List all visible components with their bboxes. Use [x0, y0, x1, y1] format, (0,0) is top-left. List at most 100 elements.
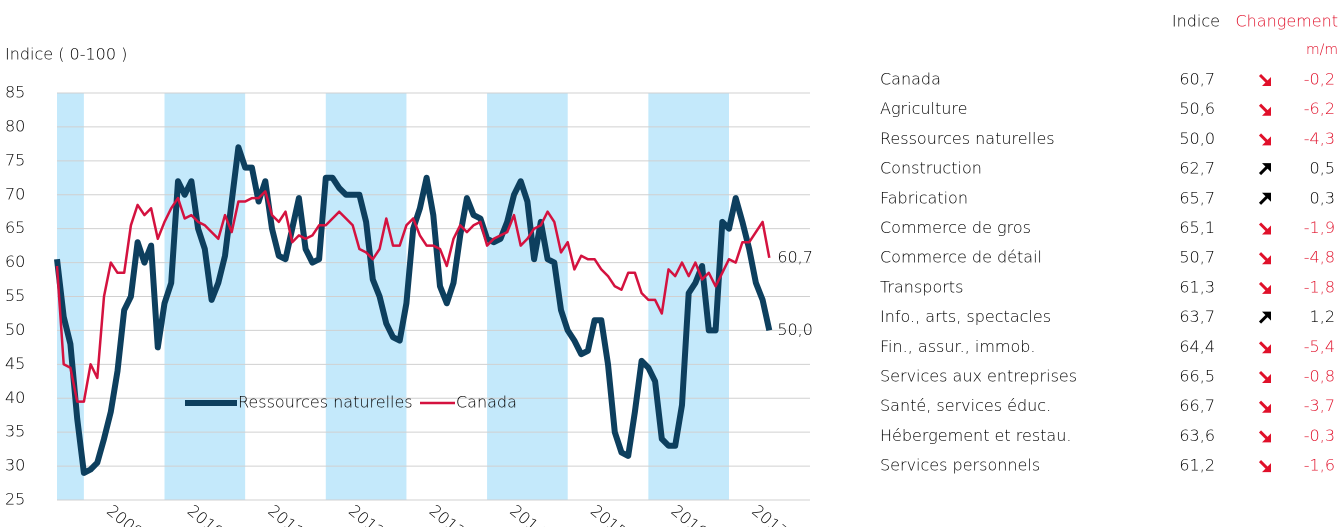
arrow-up — [1258, 163, 1271, 176]
y-tick-label: 60 — [5, 252, 25, 271]
row-name: Ressources naturelles — [880, 129, 1055, 148]
row-name: Commerce de gros — [880, 218, 1031, 237]
row-index: 60,7 — [1179, 70, 1215, 89]
row-name: Santé, services éduc. — [880, 396, 1051, 415]
arrow-down — [1258, 103, 1271, 116]
arrow-down — [1258, 430, 1271, 443]
row-name: Canada — [880, 70, 941, 89]
y-tick-label: 50 — [5, 320, 25, 339]
row-name: Construction — [880, 159, 982, 178]
end-label: 60,7 — [777, 247, 813, 266]
row-index: 66,5 — [1179, 367, 1215, 386]
row-index: 64,4 — [1179, 337, 1215, 356]
row-name: Agriculture — [880, 99, 967, 118]
row-name: Info., arts, spectacles — [880, 307, 1051, 326]
arrow-up — [1258, 311, 1271, 324]
arrow-down — [1258, 222, 1271, 235]
row-change: -4,3 — [1304, 129, 1335, 148]
arrow-head — [1262, 77, 1271, 86]
row-change: -5,4 — [1304, 337, 1335, 356]
row-index: 62,7 — [1179, 159, 1215, 178]
table-header: m/m — [1306, 42, 1338, 58]
row-change: -1,8 — [1304, 277, 1335, 296]
arrow-head — [1262, 344, 1271, 354]
row-index: 65,1 — [1179, 218, 1215, 237]
row-name: Commerce de détail — [880, 248, 1042, 267]
row-index: 66,7 — [1179, 396, 1215, 415]
row-change: 0,3 — [1310, 188, 1335, 207]
legend-label: Canada — [456, 393, 517, 412]
row-change: 1,2 — [1310, 307, 1335, 326]
arrow-head — [1262, 225, 1271, 235]
row-index: 61,3 — [1179, 277, 1215, 296]
arrow-head — [1262, 106, 1271, 116]
x-tick-label: 2017 — [748, 501, 791, 527]
arrow-head — [1262, 255, 1271, 265]
row-index: 61,2 — [1179, 456, 1215, 475]
row-change: -6,2 — [1304, 99, 1335, 118]
y-tick-label: 25 — [5, 490, 25, 509]
arrow-head — [1262, 163, 1271, 173]
arrow-down — [1258, 370, 1271, 383]
row-index: 50,7 — [1179, 248, 1215, 267]
y-tick-label: 55 — [5, 286, 25, 305]
row-change: -0,8 — [1304, 367, 1335, 386]
arrow-head — [1262, 136, 1271, 146]
row-name: Services personnels — [880, 456, 1040, 475]
row-change: -1,9 — [1304, 218, 1335, 237]
table-header: Changement — [1235, 12, 1338, 31]
series-line — [54, 144, 773, 476]
x-tick-label: 2010 — [184, 501, 227, 527]
arrow-down — [1258, 400, 1271, 413]
row-name: Hébergement et restau. — [880, 426, 1071, 445]
x-tick-label: 2013 — [426, 501, 469, 527]
arrow-down — [1258, 133, 1271, 146]
arrow-down — [1258, 341, 1271, 354]
arrow-head — [1262, 433, 1271, 443]
y-tick-label: 70 — [5, 184, 25, 203]
row-index: 50,6 — [1179, 99, 1215, 118]
y-tick-label: 30 — [5, 456, 25, 475]
arrow-up — [1258, 192, 1271, 205]
table-header: Indice — [1172, 12, 1220, 31]
y-tick-label: 35 — [5, 422, 25, 441]
arrow-head — [1262, 403, 1271, 413]
row-change: 0,5 — [1310, 159, 1335, 178]
arrow-head — [1262, 374, 1271, 383]
x-tick-label: 2014 — [506, 501, 549, 527]
arrow-down — [1258, 281, 1271, 294]
row-index: 63,6 — [1179, 426, 1215, 445]
row-change: -0,2 — [1304, 70, 1335, 89]
x-tick-label: 2012 — [345, 501, 388, 527]
row-index: 63,7 — [1179, 307, 1215, 326]
series-line — [55, 190, 771, 403]
arrow-head — [1262, 463, 1271, 473]
arrow-head — [1262, 192, 1271, 202]
row-name: Services aux entreprises — [880, 367, 1077, 386]
y-axis-label: Indice ( 0-100 ) — [5, 45, 127, 64]
x-tick-label: 2015 — [587, 501, 630, 527]
row-index: 65,7 — [1179, 188, 1215, 207]
legend-label: Ressources naturelles — [238, 393, 413, 412]
y-tick-label: 75 — [5, 150, 25, 169]
row-name: Transports — [880, 277, 963, 296]
x-tick-label: 2011 — [264, 501, 307, 527]
y-tick-label: 40 — [5, 388, 25, 407]
y-tick-label: 45 — [5, 354, 25, 373]
end-label: 50,0 — [777, 320, 813, 339]
row-index: 50,0 — [1179, 129, 1215, 148]
y-tick-label: 85 — [5, 83, 25, 102]
row-name: Fin., assur., immob. — [880, 337, 1036, 356]
arrow-down — [1258, 460, 1271, 473]
row-change: -3,7 — [1304, 396, 1335, 415]
y-tick-label: 80 — [5, 116, 25, 135]
arrow-head — [1262, 284, 1271, 294]
arrow-head — [1262, 311, 1271, 321]
x-tick-label: 2009 — [103, 501, 146, 527]
y-tick-label: 65 — [5, 218, 25, 237]
row-change: -4,8 — [1304, 248, 1335, 267]
row-change: -0,3 — [1304, 426, 1335, 445]
row-change: -1,6 — [1304, 456, 1335, 475]
arrow-down — [1258, 252, 1271, 265]
